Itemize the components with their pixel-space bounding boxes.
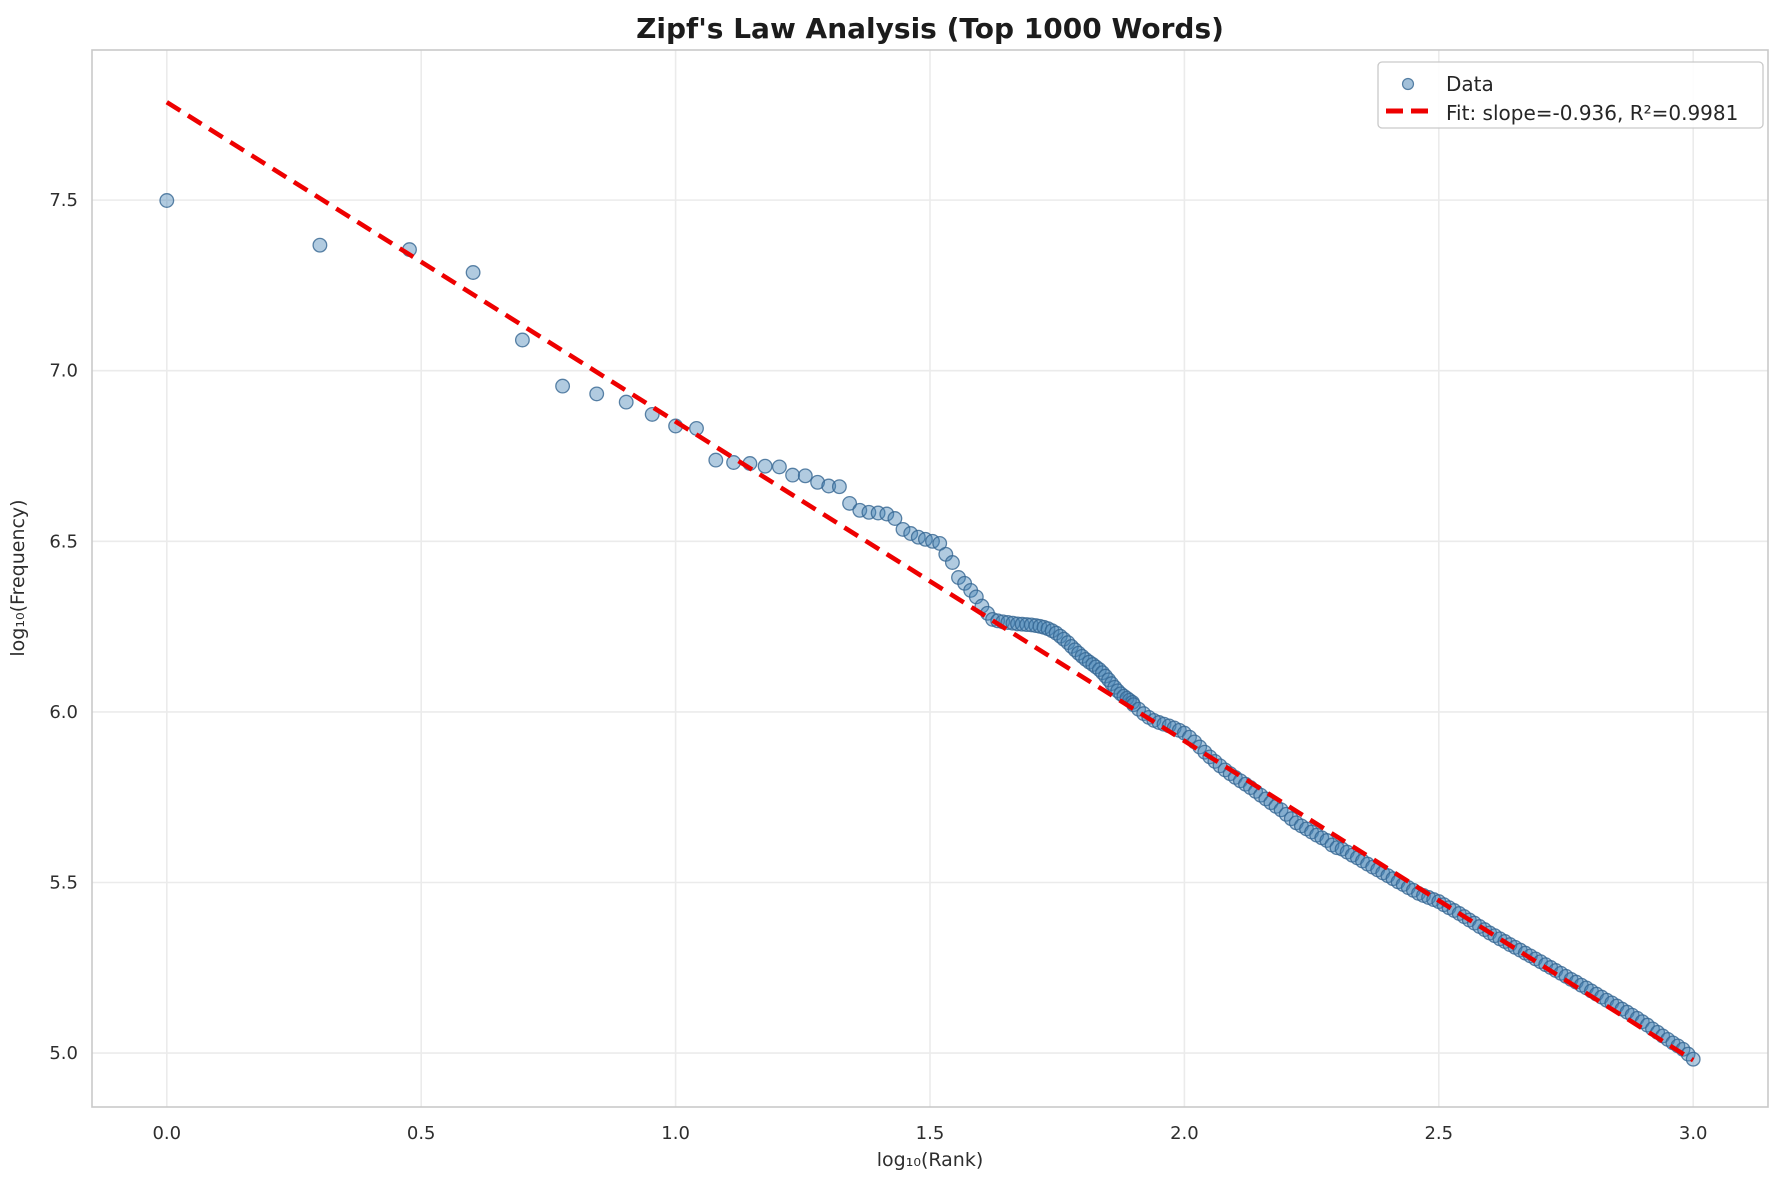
gridlines — [92, 50, 1768, 1107]
scatter-point — [757, 458, 773, 474]
scatter-point — [618, 394, 634, 410]
y-tick-label: 6.5 — [49, 531, 78, 552]
scatter-point — [312, 237, 328, 253]
y-tick-label: 7.0 — [49, 361, 78, 382]
scatter-point — [903, 526, 919, 541]
fit-line — [165, 100, 1695, 1063]
scatter-point — [589, 386, 605, 402]
y-axis-label: log₁₀(Frequency) — [7, 499, 29, 656]
x-tick-label: 1.5 — [916, 1123, 945, 1144]
x-tick-label: 0.0 — [152, 1123, 181, 1144]
scatter-point — [887, 511, 903, 526]
x-tick-label: 2.5 — [1424, 1123, 1453, 1144]
scatter-point — [852, 502, 868, 518]
scatter-point — [1044, 623, 1060, 639]
legend-box — [1377, 61, 1764, 129]
y-tick-label: 7.5 — [49, 190, 78, 211]
y-tick-label: 5.0 — [49, 1043, 78, 1064]
y-tick-label: 5.5 — [49, 872, 78, 893]
scatter-point — [159, 193, 175, 208]
scatter-point — [514, 332, 530, 348]
scatter-point — [895, 521, 911, 537]
scatter-point — [797, 468, 813, 484]
scatter-point — [842, 495, 858, 511]
scatter-point — [821, 478, 837, 494]
legend-marker-data-icon — [1401, 77, 1415, 91]
scatter-point — [689, 420, 704, 436]
x-tick-label: 2.0 — [1170, 1123, 1199, 1144]
y-tick-label: 6.0 — [49, 702, 78, 723]
scatter-point — [944, 555, 960, 570]
legend-entry-fit: Fit: slope=-0.936, R²=0.9981 — [1446, 101, 1738, 125]
scatter-point — [879, 506, 895, 522]
chart-title: Zipf's Law Analysis (Top 1000 Words) — [636, 12, 1224, 45]
scatter-point — [831, 479, 847, 495]
x-tick-label: 3.0 — [1679, 1123, 1708, 1144]
legend-entry-data: Data — [1446, 72, 1494, 96]
x-tick-labels: 0.0 0.5 1.0 1.5 2.0 2.5 3.0 — [152, 1123, 1707, 1144]
scatter-point — [810, 474, 826, 490]
legend: Data Fit: slope=-0.936, R²=0.9981 — [1377, 61, 1764, 129]
x-axis-label: log₁₀(Rank) — [877, 1149, 984, 1171]
x-tick-label: 1.0 — [661, 1123, 690, 1144]
scatter-point — [708, 452, 724, 468]
x-tick-label: 0.5 — [407, 1123, 436, 1144]
fit-dashed-line — [165, 100, 1695, 1063]
scatter-point — [465, 265, 481, 280]
plot-border — [91, 49, 1769, 1108]
scatter-point — [771, 459, 787, 475]
scatter-point — [785, 467, 801, 483]
y-tick-labels: 5.0 5.5 6.0 6.5 7.0 7.5 — [49, 190, 78, 1064]
scatter-point — [555, 378, 571, 394]
